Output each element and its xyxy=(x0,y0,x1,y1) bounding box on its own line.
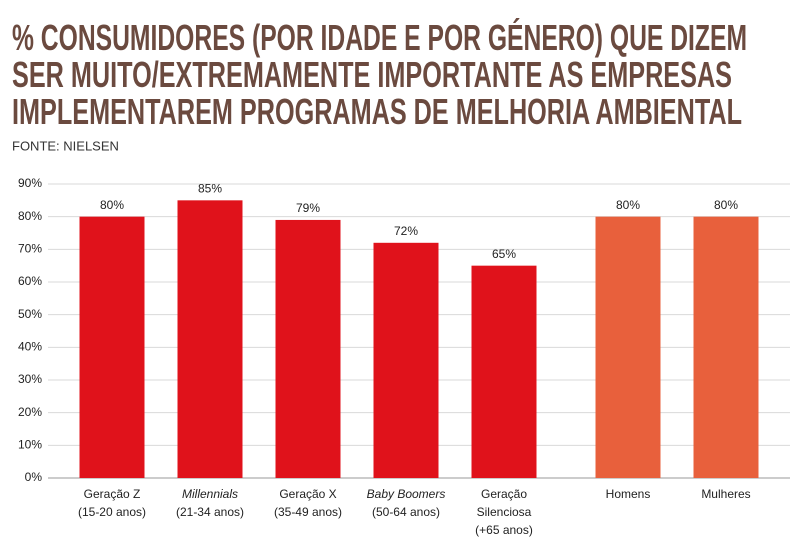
y-tick-label: 10% xyxy=(18,438,42,452)
value-label: 80% xyxy=(616,198,640,212)
source: FONTE: NIELSEN xyxy=(12,138,119,153)
x-tick-label: (+65 anos) xyxy=(475,523,533,537)
x-tick-label: Baby Boomers xyxy=(367,487,446,501)
chart-title-line: % CONSUMIDORES (POR IDADE E POR GÉNERO) … xyxy=(12,17,747,58)
y-tick-label: 60% xyxy=(18,274,42,288)
bar xyxy=(177,200,243,479)
y-tick-label: 30% xyxy=(18,372,42,386)
x-tick-label: Geração X xyxy=(279,487,336,501)
value-label: 85% xyxy=(198,182,222,196)
value-label: 72% xyxy=(394,224,418,238)
x-tick-label: (15-20 anos) xyxy=(78,505,146,519)
x-tick-label: (21-34 anos) xyxy=(176,505,244,519)
value-label: 79% xyxy=(296,201,320,215)
bar xyxy=(275,219,341,478)
bar xyxy=(693,216,759,478)
x-tick-label: Silenciosa xyxy=(477,505,532,519)
x-tick-label: Mulheres xyxy=(701,487,750,501)
x-tick-label: (50-64 anos) xyxy=(372,505,440,519)
bar xyxy=(79,216,145,478)
y-tick-label: 50% xyxy=(18,307,42,321)
y-tick-label: 90% xyxy=(18,176,42,190)
x-tick-label: Millennials xyxy=(182,487,238,501)
chart-title-line: SER MUITO/EXTREMAMENTE IMPORTANTE AS EMP… xyxy=(12,54,732,95)
y-tick-label: 20% xyxy=(18,405,42,419)
y-tick-label: 40% xyxy=(18,340,42,354)
x-tick-label: Geração Z xyxy=(84,487,141,501)
value-label: 80% xyxy=(714,198,738,212)
chart-title-line: IMPLEMENTAREM PROGRAMAS DE MELHORIA AMBI… xyxy=(12,91,742,132)
bar xyxy=(471,265,537,478)
x-tick-label: (35-49 anos) xyxy=(274,505,342,519)
value-label: 80% xyxy=(100,198,124,212)
x-tick-label: Geração xyxy=(481,487,527,501)
value-label: 65% xyxy=(492,247,516,261)
bar xyxy=(595,216,661,478)
bar xyxy=(373,242,439,478)
y-tick-label: 70% xyxy=(18,242,42,256)
y-tick-label: 80% xyxy=(18,209,42,223)
y-tick-label: 0% xyxy=(25,470,43,484)
x-tick-label: Homens xyxy=(606,487,651,501)
